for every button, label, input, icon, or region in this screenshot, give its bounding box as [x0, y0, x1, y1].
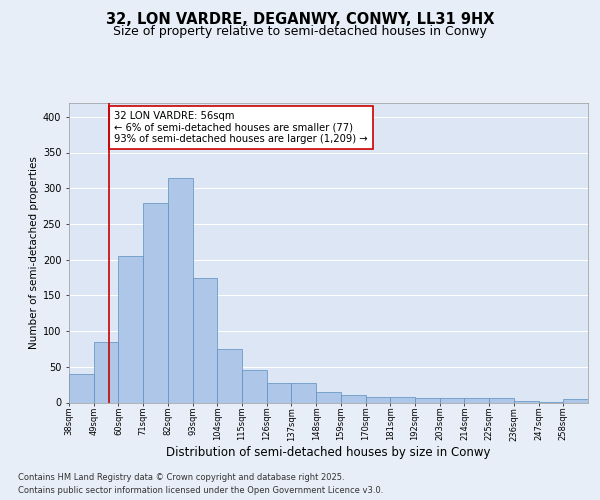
Bar — [242, 370, 267, 402]
Bar — [514, 401, 539, 402]
Bar — [143, 202, 168, 402]
Y-axis label: Number of semi-detached properties: Number of semi-detached properties — [29, 156, 38, 349]
Bar — [69, 374, 94, 402]
Text: Contains public sector information licensed under the Open Government Licence v3: Contains public sector information licen… — [18, 486, 383, 495]
Bar — [118, 256, 143, 402]
Bar — [267, 382, 292, 402]
Bar — [292, 382, 316, 402]
Bar — [464, 398, 489, 402]
Bar — [489, 398, 514, 402]
Text: 32 LON VARDRE: 56sqm
← 6% of semi-detached houses are smaller (77)
93% of semi-d: 32 LON VARDRE: 56sqm ← 6% of semi-detach… — [114, 111, 368, 144]
Bar — [365, 397, 390, 402]
Bar — [563, 399, 588, 402]
Text: 32, LON VARDRE, DEGANWY, CONWY, LL31 9HX: 32, LON VARDRE, DEGANWY, CONWY, LL31 9HX — [106, 12, 494, 28]
Bar — [390, 397, 415, 402]
Bar — [415, 398, 440, 402]
Bar — [217, 349, 242, 403]
Bar — [168, 178, 193, 402]
X-axis label: Distribution of semi-detached houses by size in Conwy: Distribution of semi-detached houses by … — [166, 446, 491, 459]
Bar — [341, 394, 365, 402]
Bar — [94, 342, 118, 402]
Text: Size of property relative to semi-detached houses in Conwy: Size of property relative to semi-detach… — [113, 25, 487, 38]
Bar — [193, 278, 217, 402]
Bar — [440, 398, 464, 402]
Text: Contains HM Land Registry data © Crown copyright and database right 2025.: Contains HM Land Registry data © Crown c… — [18, 474, 344, 482]
Bar — [316, 392, 341, 402]
